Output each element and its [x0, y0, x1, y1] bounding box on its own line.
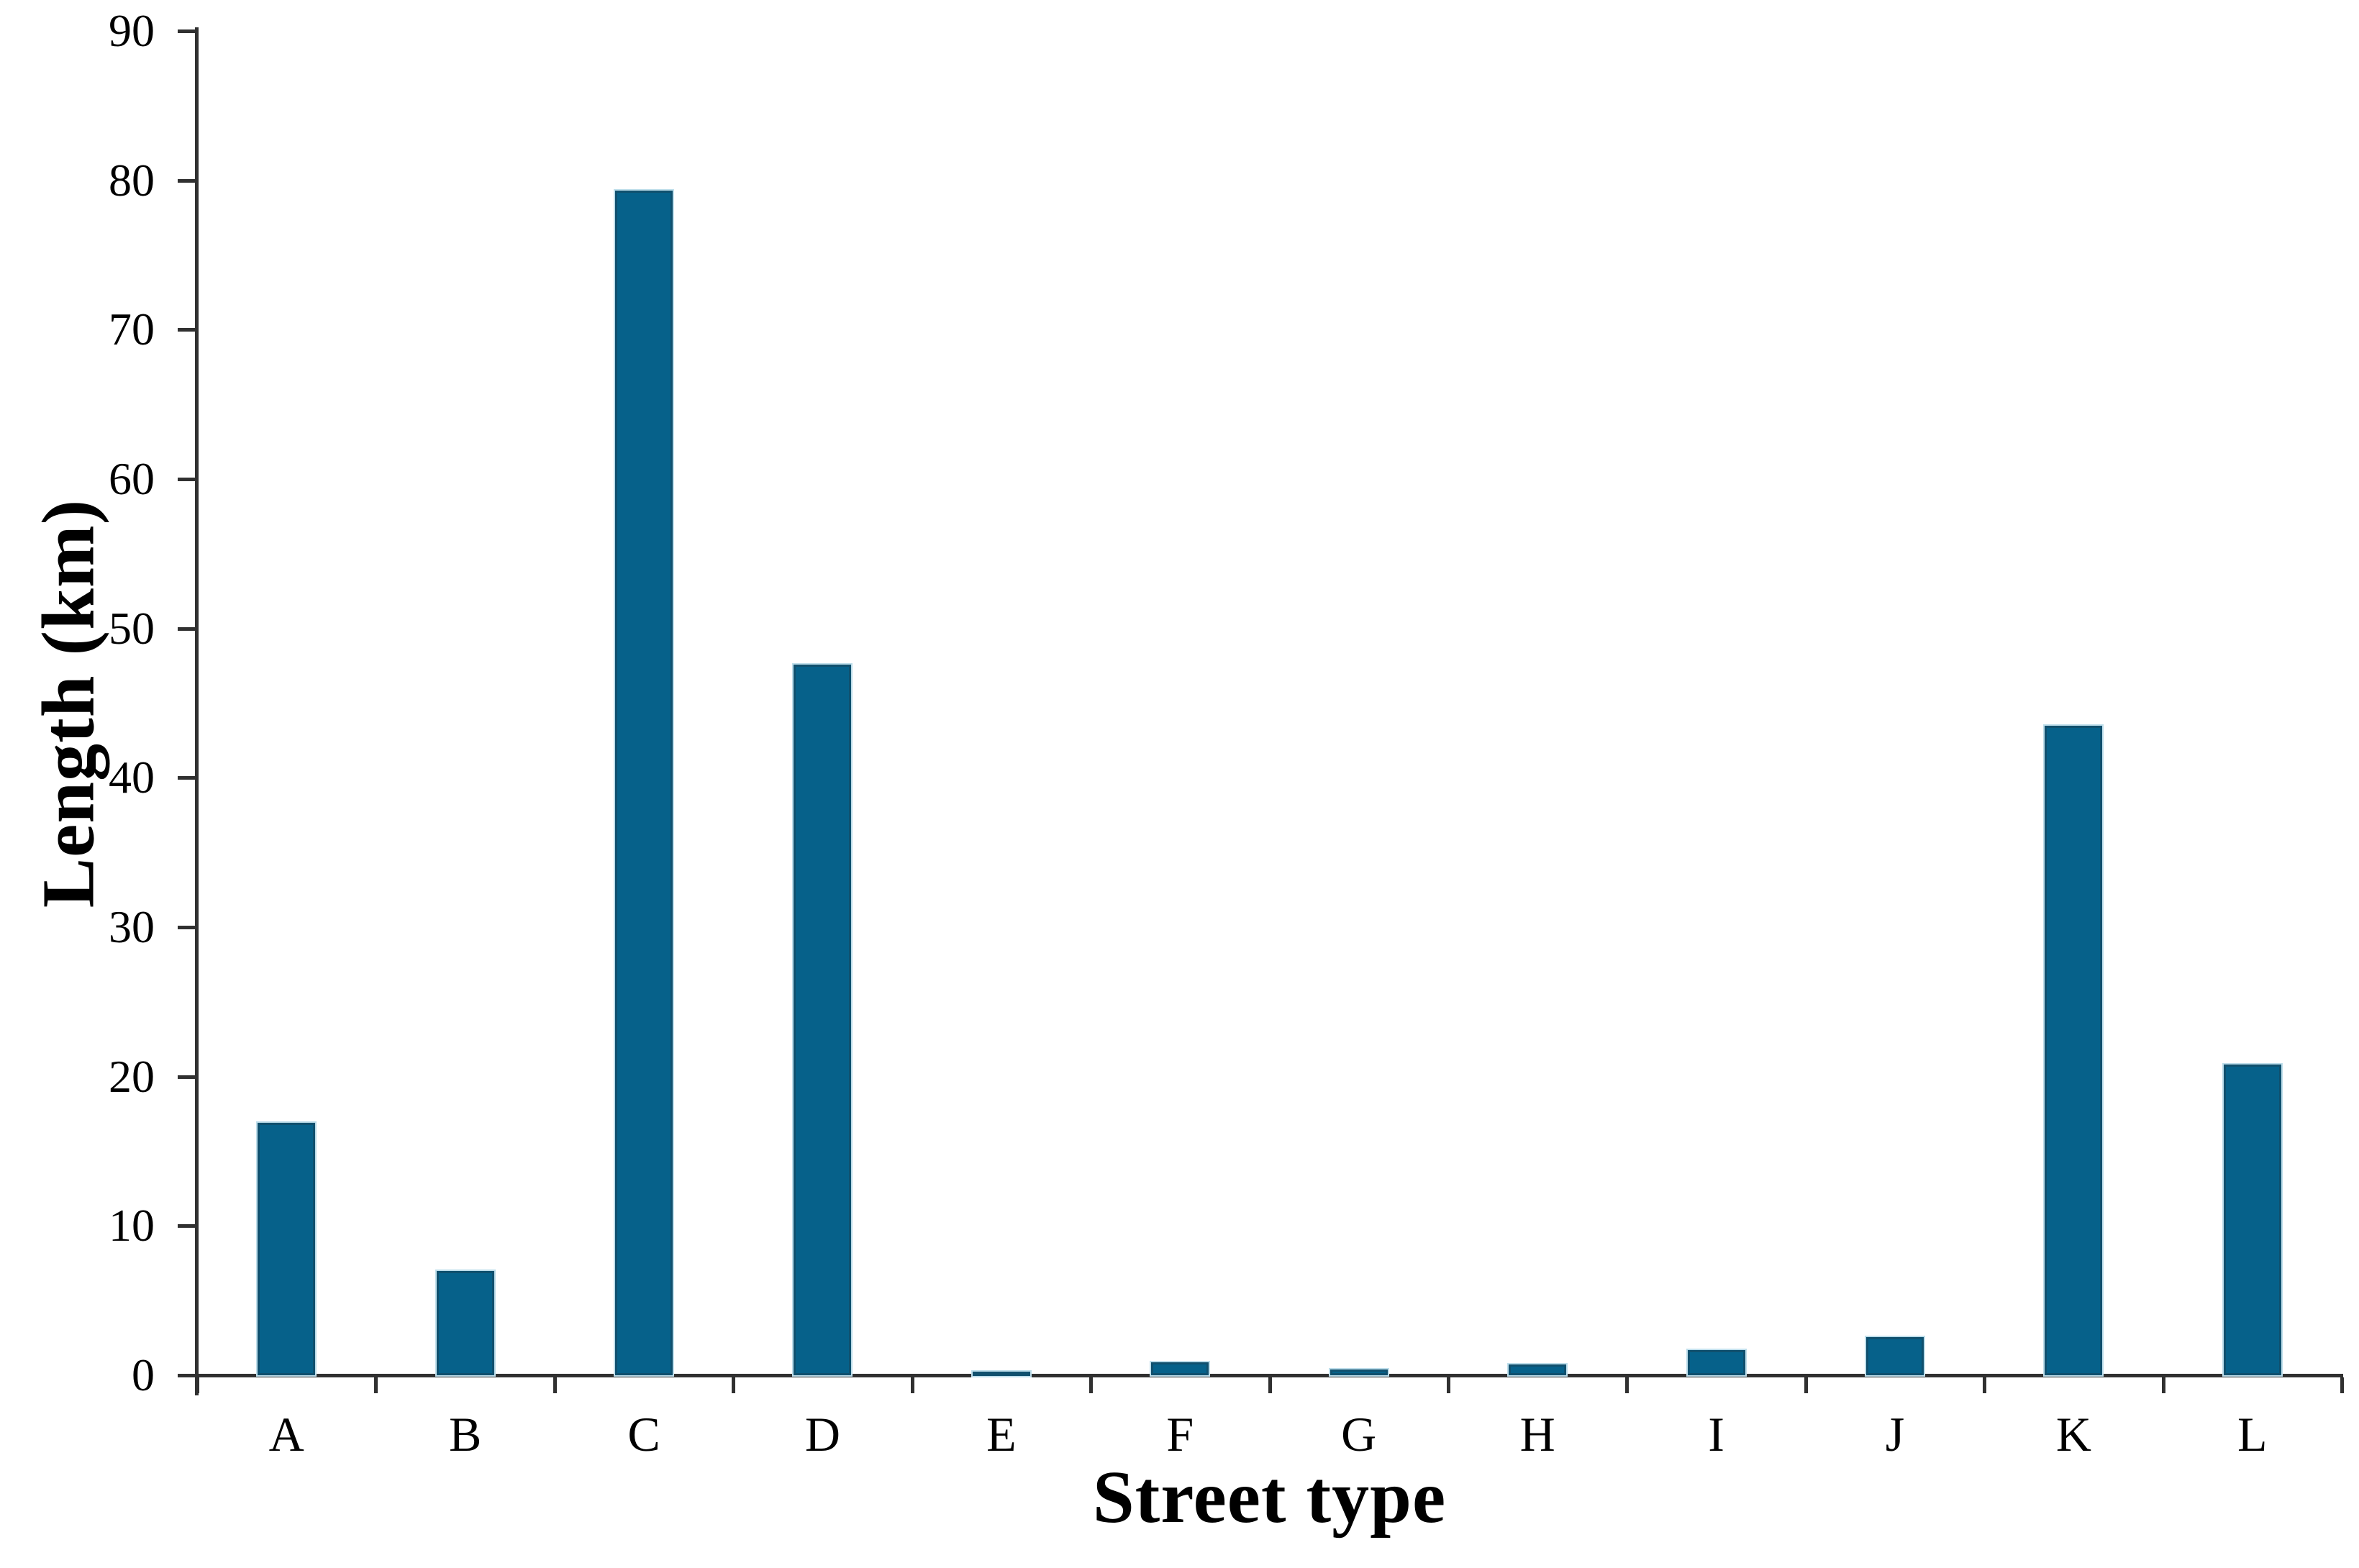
x-category-label-L: L [2237, 1407, 2268, 1462]
x-tick [553, 1377, 557, 1393]
bar-I [1687, 1349, 1745, 1375]
y-tick-label: 20 [109, 1050, 155, 1102]
bar-A [258, 1123, 316, 1375]
x-category-label-D: D [804, 1407, 840, 1462]
bar-B [436, 1270, 494, 1375]
x-tick [1625, 1377, 1630, 1393]
bar-E [972, 1371, 1030, 1376]
y-tick [178, 478, 195, 481]
x-category-label-G: G [1341, 1407, 1377, 1462]
x-category-label-H: H [1519, 1407, 1555, 1462]
y-tick-label: 90 [109, 5, 155, 56]
x-tick [1983, 1377, 1987, 1393]
x-category-label-I: I [1708, 1407, 1724, 1462]
y-tick [178, 1224, 195, 1229]
y-tick [178, 926, 195, 929]
x-category-label-J: J [1885, 1407, 1905, 1462]
x-tick [2161, 1377, 2165, 1393]
x-tick [910, 1377, 914, 1393]
y-tick-label: 30 [109, 901, 155, 952]
bar-H [1509, 1364, 1567, 1375]
x-axis-title: Street type [1092, 1456, 1447, 1539]
x-category-label-B: B [448, 1407, 482, 1462]
y-tick [178, 1374, 195, 1377]
x-category-label-F: F [1166, 1407, 1194, 1462]
x-category-label-E: E [986, 1407, 1017, 1462]
y-tick-label: 50 [109, 602, 155, 654]
x-tick [1268, 1377, 1272, 1393]
y-tick-label: 60 [109, 453, 155, 504]
bar-C [615, 191, 673, 1375]
bar-K [2045, 725, 2103, 1375]
bar-D [794, 664, 852, 1375]
y-tick-label: 80 [109, 154, 155, 206]
x-axis-line [195, 1374, 2343, 1377]
bar-G [1330, 1369, 1388, 1375]
y-tick-label: 0 [132, 1349, 155, 1400]
y-tick [178, 328, 195, 332]
x-category-label-C: C [627, 1407, 660, 1462]
x-tick [732, 1377, 736, 1393]
y-axis-title: Length (km) [27, 498, 110, 908]
x-tick [374, 1377, 378, 1393]
y-tick-label: 10 [109, 1200, 155, 1252]
y-tick [178, 178, 195, 183]
x-tick [196, 1377, 199, 1393]
x-tick [1804, 1377, 1808, 1393]
x-tick [1446, 1377, 1450, 1393]
y-tick-label: 40 [109, 752, 155, 803]
bar-L [2223, 1065, 2281, 1375]
x-category-label-A: A [268, 1407, 304, 1462]
y-tick-label: 70 [109, 304, 155, 355]
y-tick [178, 776, 195, 780]
bar-F [1151, 1362, 1209, 1375]
y-axis-line [195, 27, 199, 1395]
y-tick [178, 29, 195, 33]
x-tick [1089, 1377, 1094, 1393]
y-tick [178, 626, 195, 631]
x-category-label-K: K [2055, 1407, 2091, 1462]
bar-J [1865, 1337, 1924, 1375]
y-tick [178, 1075, 195, 1079]
x-tick [2340, 1377, 2344, 1393]
